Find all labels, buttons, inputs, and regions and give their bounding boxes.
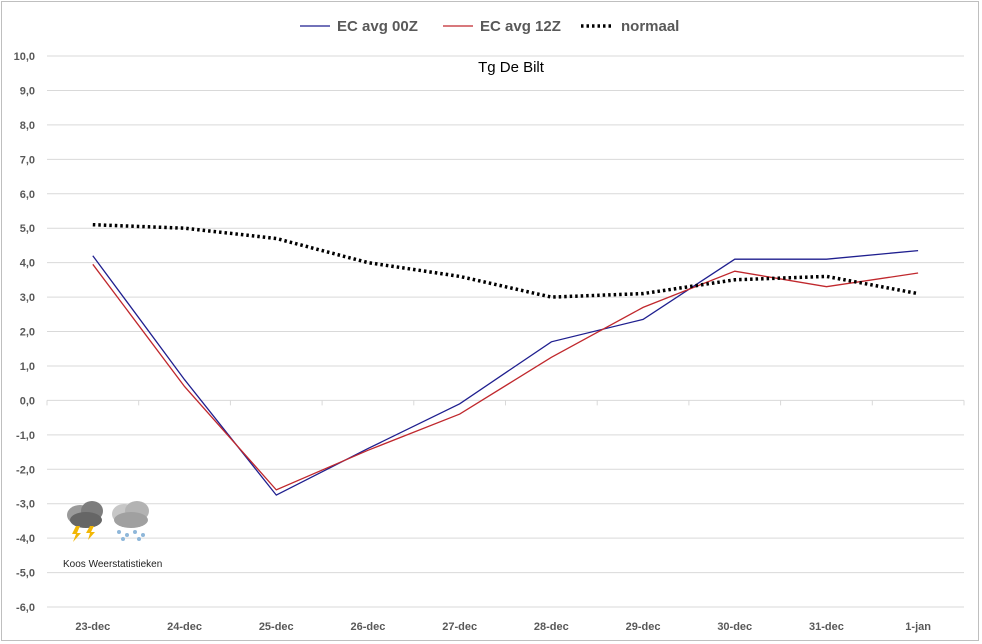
chart-title: Tg De Bilt bbox=[478, 59, 545, 76]
x-tick-label: 28-dec bbox=[534, 621, 569, 633]
series-lines bbox=[92, 222, 919, 496]
x-tick-label: 25-dec bbox=[259, 621, 294, 633]
x-tick-label: 27-dec bbox=[442, 621, 477, 633]
x-tick-label: 1-jan bbox=[905, 621, 931, 633]
x-tick-label: 26-dec bbox=[351, 621, 386, 633]
y-tick-label: -4,0 bbox=[16, 533, 35, 545]
y-tick-label: 3,0 bbox=[20, 292, 35, 304]
watermark-text: Koos Weerstatistieken bbox=[63, 559, 162, 570]
y-tick-label: 7,0 bbox=[20, 154, 35, 166]
series-line-1 bbox=[92, 263, 919, 491]
x-tick-label: 31-dec bbox=[809, 621, 844, 633]
x-tick-label: 29-dec bbox=[626, 621, 661, 633]
y-tick-label: 0,0 bbox=[20, 395, 35, 407]
y-tick-label: -2,0 bbox=[16, 464, 35, 476]
gridlines bbox=[46, 55, 965, 608]
y-tick-label: 2,0 bbox=[20, 327, 35, 339]
y-tick-label: 5,0 bbox=[20, 223, 35, 235]
legend: EC avg 00Z EC avg 12Z normaal bbox=[300, 18, 679, 35]
legend-label: normaal bbox=[621, 18, 679, 35]
series-line-2 bbox=[92, 222, 919, 299]
snow-cloud-icon bbox=[112, 501, 149, 541]
x-axis-ticks: 23-dec 24-dec 25-dec 26-dec 27-dec 28-dec 29-d… bbox=[75, 621, 931, 633]
y-axis-ticks: 10,0 9,0 8,0 7,0 6,0 5,0 4,0 3,0 2,0 1,0 0,0 -1,0 -2… bbox=[14, 51, 35, 614]
y-tick-label: 10,0 bbox=[14, 51, 35, 63]
y-tick-label: 9,0 bbox=[20, 85, 35, 97]
y-tick-label: -3,0 bbox=[16, 499, 35, 511]
legend-label: EC avg 00Z bbox=[337, 18, 418, 35]
x-tick-label: 30-dec bbox=[717, 621, 752, 633]
y-tick-label: 1,0 bbox=[20, 361, 35, 373]
y-tick-label: -6,0 bbox=[16, 602, 35, 614]
y-tick-label: 6,0 bbox=[20, 189, 35, 201]
y-tick-label: -5,0 bbox=[16, 568, 35, 580]
y-tick-label: -1,0 bbox=[16, 430, 35, 442]
x-tick-label: 23-dec bbox=[75, 621, 110, 633]
x-tick-label: 24-dec bbox=[167, 621, 202, 633]
legend-label: EC avg 12Z bbox=[480, 18, 561, 35]
y-tick-label: 4,0 bbox=[20, 258, 35, 270]
thunderstorm-cloud-icon bbox=[67, 501, 103, 542]
y-tick-label: 8,0 bbox=[20, 120, 35, 132]
